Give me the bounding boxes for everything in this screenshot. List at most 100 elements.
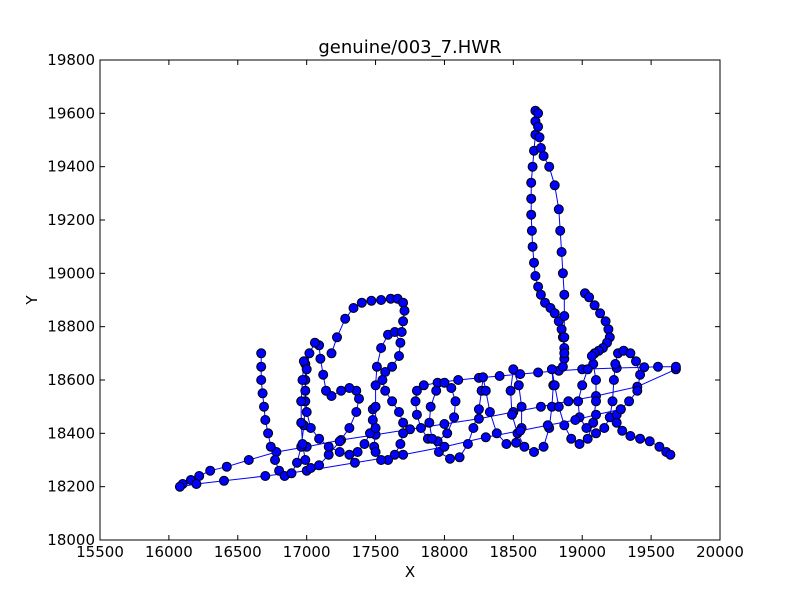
data-point — [395, 337, 406, 348]
data-point — [610, 359, 621, 369]
data-point — [591, 409, 601, 420]
data-point — [300, 455, 311, 465]
data-point — [425, 401, 436, 412]
data-point — [533, 367, 544, 378]
data-point — [534, 132, 545, 143]
data-point — [559, 348, 570, 359]
data-point — [549, 308, 560, 319]
data-point — [243, 455, 254, 465]
data-point — [529, 257, 539, 268]
x-tick-label: 16500 — [214, 543, 262, 561]
data-point — [478, 372, 488, 383]
data-point — [559, 289, 570, 300]
data-point — [591, 396, 601, 407]
data-point — [263, 428, 274, 439]
x-tick-label: 18500 — [489, 543, 537, 561]
data-point — [332, 332, 342, 343]
data-point — [418, 380, 429, 391]
data-point — [553, 204, 564, 215]
data-point — [527, 241, 538, 252]
data-point — [424, 417, 435, 428]
data-point — [527, 161, 538, 172]
data-point — [505, 385, 516, 396]
data-point — [174, 481, 185, 492]
data-point — [398, 297, 409, 308]
data-point — [315, 353, 326, 364]
data-point — [670, 361, 681, 372]
data-point — [533, 121, 544, 132]
x-tick-label: 15500 — [76, 543, 124, 561]
data-point — [305, 423, 316, 433]
x-tick-label: 17500 — [352, 543, 400, 561]
data-point — [544, 161, 555, 172]
data-point — [515, 425, 526, 436]
y-tick-label: 18800 — [47, 318, 95, 336]
data-point — [480, 432, 491, 443]
data-point — [387, 396, 398, 407]
data-point — [632, 385, 643, 396]
data-point — [615, 404, 626, 415]
data-point — [553, 401, 564, 412]
data-point — [398, 428, 409, 439]
data-point — [559, 311, 570, 321]
data-point — [624, 396, 635, 407]
data-point — [334, 436, 345, 447]
data-point — [546, 364, 557, 375]
data-point — [473, 404, 484, 415]
data-point — [573, 396, 584, 407]
data-point — [574, 439, 585, 449]
data-point — [297, 375, 308, 385]
data-point — [526, 193, 537, 204]
data-point — [370, 401, 381, 412]
data-point — [344, 383, 355, 393]
x-tick-label: 19500 — [627, 543, 675, 561]
plot-layer — [174, 105, 681, 492]
data-point — [526, 209, 537, 220]
data-point — [439, 419, 450, 429]
data-point — [589, 300, 600, 311]
data-point — [595, 308, 606, 319]
data-point — [387, 361, 398, 372]
data-point — [259, 401, 269, 412]
data-point — [265, 441, 276, 452]
data-point — [617, 425, 628, 436]
data-point — [480, 385, 491, 396]
data-point — [256, 361, 267, 372]
y-tick-label: 18000 — [47, 531, 95, 549]
data-point — [219, 475, 229, 486]
data-point — [305, 463, 316, 473]
data-point — [323, 441, 334, 452]
data-point — [530, 271, 541, 281]
data-point — [398, 316, 409, 327]
data-point — [394, 407, 404, 417]
data-point — [260, 415, 271, 425]
data-point — [292, 457, 302, 468]
data-point — [416, 423, 426, 433]
data-point — [257, 388, 268, 399]
data-point — [352, 447, 363, 457]
data-point — [396, 327, 407, 337]
data-point — [205, 465, 216, 476]
data-point — [533, 108, 544, 119]
data-point — [653, 361, 663, 372]
data-point — [515, 369, 526, 380]
data-point — [453, 375, 464, 385]
y-tick-label: 19000 — [47, 264, 95, 282]
plot-area — [174, 105, 681, 492]
data-point — [348, 303, 359, 313]
data-point — [591, 428, 601, 439]
data-point — [570, 415, 581, 425]
data-point — [256, 348, 267, 359]
data-point — [256, 375, 267, 385]
data-point — [535, 289, 546, 300]
data-point — [376, 295, 387, 305]
data-point — [625, 431, 636, 441]
y-tick-label: 19800 — [47, 51, 95, 69]
data-point — [394, 351, 404, 361]
data-point — [665, 449, 676, 460]
data-point — [371, 361, 382, 372]
data-point — [584, 292, 595, 303]
data-point — [577, 380, 588, 391]
data-point — [538, 441, 549, 452]
data-point — [370, 423, 381, 433]
